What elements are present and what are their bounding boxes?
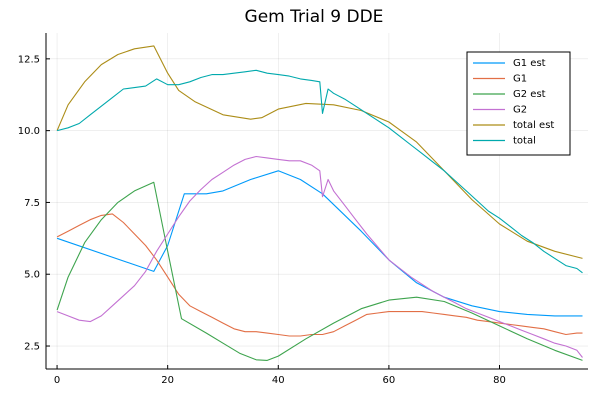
y-tick-label: 5.0 <box>24 270 40 281</box>
chart-title: Gem Trial 9 DDE <box>245 7 384 27</box>
y-tick-label: 2.5 <box>24 342 40 353</box>
legend-label: G2 <box>513 105 527 116</box>
legend-label: G1 est <box>513 58 546 69</box>
x-tick-label: 80 <box>493 375 506 386</box>
x-tick-label: 0 <box>54 375 60 386</box>
y-tick-label: 10.0 <box>18 126 40 137</box>
x-tick-label: 40 <box>272 375 285 386</box>
legend-label: G2 est <box>513 89 546 100</box>
x-tick-label: 20 <box>161 375 174 386</box>
series-line-2 <box>56 181 583 361</box>
axes <box>45 33 588 370</box>
legend-box <box>466 51 571 156</box>
series-line-1 <box>56 213 583 337</box>
series-line-5 <box>56 69 583 274</box>
series-line-3 <box>56 155 583 358</box>
tick-labels: 0 20 40 60 80 2.5 5.0 7.5 10.0 12.5 <box>18 54 506 386</box>
legend-label: total <box>513 136 536 147</box>
x-tick-label: 60 <box>383 375 396 386</box>
series-line-4 <box>56 45 583 259</box>
legend: G1 est G1 G2 est G2 total est total <box>466 51 571 156</box>
legend-label: G1 <box>513 74 527 85</box>
legend-label: total est <box>513 120 554 131</box>
series-lines <box>56 45 583 361</box>
y-tick-label: 12.5 <box>18 54 40 65</box>
y-tick-label: 7.5 <box>24 198 40 209</box>
